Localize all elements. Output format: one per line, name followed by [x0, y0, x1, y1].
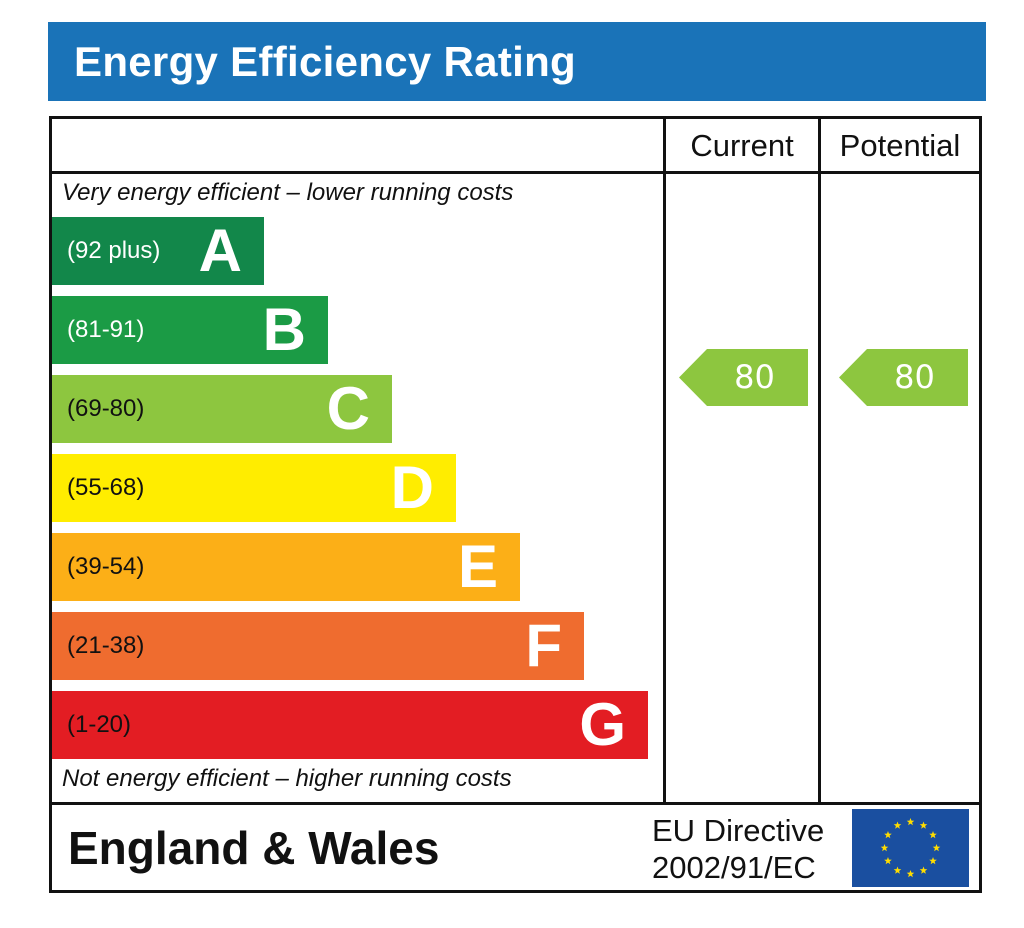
current-rating-value: 80 — [734, 358, 775, 396]
eu-directive-label: EU Directive 2002/91/EC — [652, 812, 848, 886]
band-b-letter: B — [262, 296, 306, 363]
eu-flag-icon — [852, 809, 969, 887]
directive-line-1: EU Directive — [652, 813, 825, 848]
eu-star-icon — [919, 866, 928, 874]
eu-star-icon — [906, 870, 915, 878]
region-label: England & Wales — [68, 822, 440, 874]
band-f: (21-38) F — [52, 612, 584, 680]
band-b-range: (81-91) — [67, 316, 145, 343]
band-a-range: (92 plus) — [67, 237, 161, 264]
potential-rating-indicator: 80 — [839, 349, 968, 406]
band-a-letter: A — [198, 217, 242, 284]
column-divider-current — [663, 116, 666, 805]
eu-star-icon — [906, 818, 915, 826]
band-f-range: (21-38) — [67, 632, 145, 659]
eu-star-icon — [932, 844, 941, 852]
potential-rating-value: 80 — [894, 358, 935, 396]
eu-star-icon — [884, 857, 892, 865]
directive-line-2: 2002/91/EC — [652, 850, 816, 885]
band-c-range: (69-80) — [67, 395, 145, 422]
current-arrow-shape — [679, 349, 808, 406]
band-d: (55-68) D — [52, 454, 456, 522]
band-g: (1-20) G — [52, 691, 648, 759]
band-d-range: (55-68) — [67, 474, 145, 501]
band-g-letter: G — [579, 691, 626, 758]
band-e-range: (39-54) — [67, 553, 145, 580]
eu-star-icon — [929, 857, 937, 865]
eu-star-icon — [880, 844, 889, 852]
column-divider-potential — [818, 116, 821, 805]
potential-column-header: Potential — [839, 128, 961, 163]
current-column-header: Current — [690, 128, 794, 163]
footer-row-divider — [49, 802, 982, 805]
band-f-letter: F — [525, 612, 562, 679]
eu-star-icon — [893, 821, 902, 829]
bottom-note: Not energy efficient – higher running co… — [62, 765, 512, 792]
current-rating-indicator: 80 — [679, 349, 808, 406]
eu-star-icon — [929, 831, 937, 839]
band-d-letter: D — [390, 454, 434, 521]
band-a: (92 plus) A — [52, 217, 264, 285]
potential-arrow-shape — [839, 349, 968, 406]
top-note: Very energy efficient – lower running co… — [62, 179, 514, 206]
band-c: (69-80) C — [52, 375, 392, 443]
eu-star-icon — [884, 831, 892, 839]
band-b: (81-91) B — [52, 296, 328, 364]
header-row-divider — [49, 171, 982, 174]
eu-star-icon — [893, 866, 902, 874]
band-e: (39-54) E — [52, 533, 520, 601]
title-banner: Energy Efficiency Rating — [48, 22, 986, 101]
eu-star-icon — [919, 821, 928, 829]
band-g-range: (1-20) — [67, 711, 132, 738]
chart-title: Energy Efficiency Rating — [74, 38, 576, 85]
band-e-letter: E — [457, 533, 498, 600]
band-c-letter: C — [326, 375, 370, 442]
